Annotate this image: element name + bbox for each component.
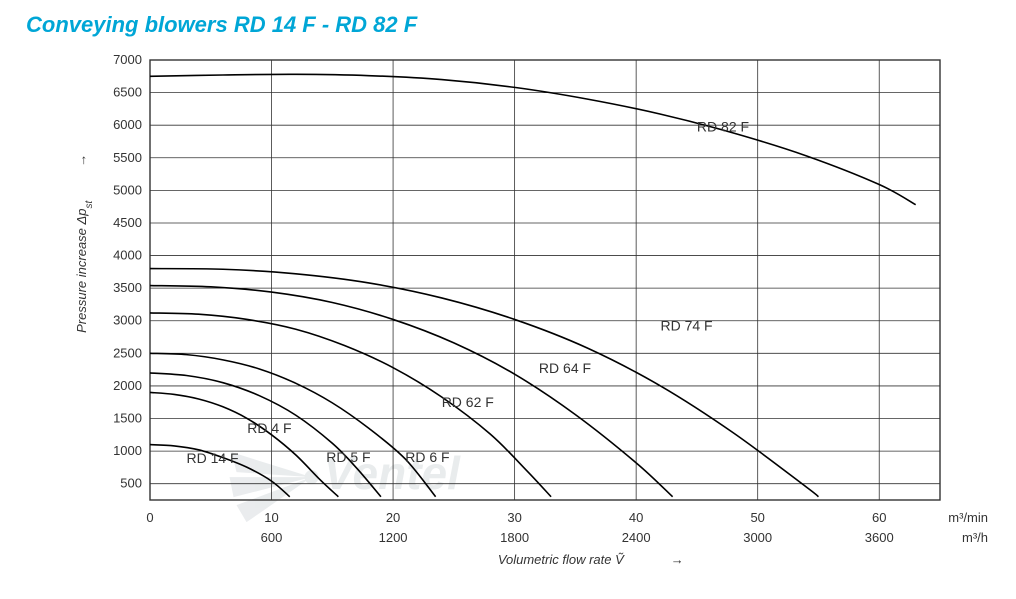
y-tick-label: 5000 — [113, 182, 142, 197]
x-tick-label-min: 40 — [629, 510, 643, 525]
x-tick-label-min: 10 — [264, 510, 278, 525]
y-tick-label: 3000 — [113, 313, 142, 328]
series-label-rd-6-f: RD 6 F — [405, 449, 449, 465]
x-tick-label-hour: 600 — [261, 530, 283, 545]
y-tick-label: 7000 — [113, 52, 142, 67]
x-tick-label-min: 30 — [507, 510, 521, 525]
x-tick-label-min: 50 — [750, 510, 764, 525]
x-unit-bottom: m³/h — [962, 530, 988, 545]
series-label-rd-14-f: RD 14 F — [186, 450, 238, 466]
x-tick-label-hour: 3600 — [865, 530, 894, 545]
series-label-rd-4-f: RD 4 F — [247, 420, 291, 436]
x-tick-label-min: 0 — [146, 510, 153, 525]
page-title: Conveying blowers RD 14 F - RD 82 F — [26, 12, 417, 38]
y-tick-label: 1000 — [113, 443, 142, 458]
series-label-rd-74-f: RD 74 F — [660, 318, 712, 334]
y-tick-label: 6000 — [113, 117, 142, 132]
arrow-up-icon: → — [74, 154, 89, 167]
y-tick-label: 4500 — [113, 215, 142, 230]
series-label-rd-5-f: RD 5 F — [326, 449, 370, 465]
y-tick-label: 3500 — [113, 280, 142, 295]
y-tick-label: 2000 — [113, 378, 142, 393]
series-label-rd-62-f: RD 62 F — [442, 394, 494, 410]
y-tick-label: 6500 — [113, 85, 142, 100]
x-axis-label: Volumetric flow rate Ṽ — [498, 552, 625, 567]
y-axis-label: Pressure increase Δpst → — [74, 154, 95, 333]
x-tick-label-hour: 3000 — [743, 530, 772, 545]
curve-rd-82-f — [150, 74, 916, 204]
series-label-rd-64-f: RD 64 F — [539, 360, 591, 376]
x-unit-top: m³/min — [948, 510, 988, 525]
x-tick-label-hour: 2400 — [622, 530, 651, 545]
svg-text:Pressure increase Δpst: Pressure increase Δpst — [74, 200, 95, 333]
x-tick-label-hour: 1200 — [379, 530, 408, 545]
x-tick-label-min: 60 — [872, 510, 886, 525]
y-tick-label: 4000 — [113, 248, 142, 263]
y-tick-label: 2500 — [113, 345, 142, 360]
y-tick-label: 5500 — [113, 150, 142, 165]
arrow-right-icon: → — [671, 552, 684, 567]
series-label-rd-82-f: RD 82 F — [697, 119, 749, 135]
y-tick-label: 1500 — [113, 411, 142, 426]
y-tick-label: 500 — [120, 476, 142, 491]
performance-chart: Ventel5001000150020002500300035004000450… — [70, 50, 990, 590]
x-tick-label-min: 20 — [386, 510, 400, 525]
x-tick-label-hour: 1800 — [500, 530, 529, 545]
